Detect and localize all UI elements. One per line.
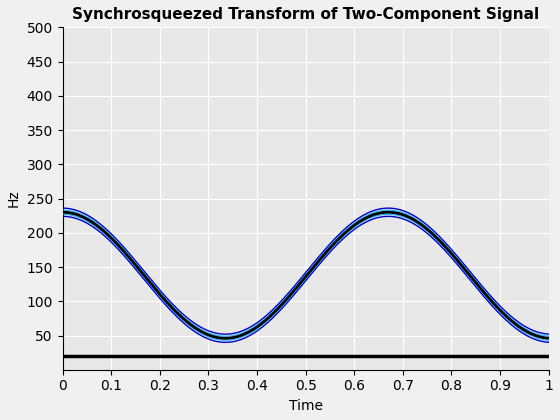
Y-axis label: Hz: Hz [7,190,21,207]
X-axis label: Time: Time [288,399,323,413]
Title: Synchrosqueezed Transform of Two-Component Signal: Synchrosqueezed Transform of Two-Compone… [72,7,539,22]
